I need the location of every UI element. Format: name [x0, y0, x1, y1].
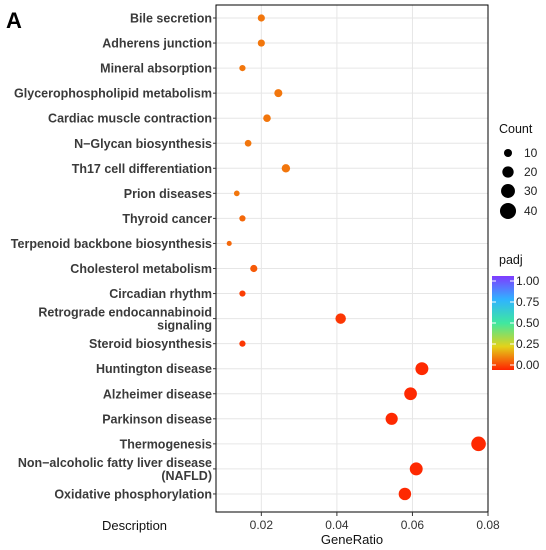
category-label-14: Huntington disease [96, 362, 212, 376]
padj-legend-label-4: 0.00 [516, 358, 540, 372]
category-label-17-line-0: Thermogenesis [120, 437, 212, 451]
category-label-19-line-0: Oxidative phosphorylation [54, 487, 212, 501]
category-label-16: Parkinson disease [102, 412, 212, 426]
point-9 [226, 240, 232, 246]
point-13 [239, 340, 246, 347]
y-axis-title: Description [102, 518, 167, 533]
category-label-19: Oxidative phosphorylation [54, 487, 212, 501]
count-legend-title: Count [499, 122, 533, 136]
point-3 [274, 89, 283, 98]
point-17 [471, 436, 486, 452]
point-19 [398, 487, 412, 501]
padj-legend-title: padj [499, 253, 523, 267]
category-label-18-line-0: Non−alcoholic fatty liver disease [18, 456, 212, 470]
category-label-2-line-0: Mineral absorption [100, 62, 212, 76]
category-label-11-line-0: Circadian rhythm [109, 287, 212, 301]
category-label-17: Thermogenesis [120, 437, 212, 451]
point-12 [335, 313, 346, 324]
category-label-15: Alzheimer disease [103, 387, 212, 401]
point-4 [263, 114, 271, 123]
point-16 [385, 412, 398, 425]
point-11 [239, 290, 246, 297]
point-2 [239, 64, 246, 72]
category-label-5: N−Glycan biosynthesis [74, 137, 212, 151]
category-label-14-line-0: Huntington disease [96, 362, 212, 376]
category-label-6: Th17 cell differentiation [72, 162, 212, 176]
point-14 [415, 362, 429, 376]
category-label-18-line-1: (NAFLD) [161, 469, 212, 483]
plot-panel-border [215, 4, 489, 513]
padj-legend-label-0: 1.00 [516, 274, 540, 288]
category-label-9-line-0: Terpenoid backbone biosynthesis [11, 237, 212, 251]
point-6 [281, 164, 291, 173]
point-1 [257, 39, 265, 47]
count-legend-dot-3 [499, 202, 517, 220]
point-15 [404, 387, 417, 401]
count-legend-label-2: 30 [524, 184, 538, 198]
category-label-8-line-0: Thyroid cancer [122, 212, 212, 226]
x-tick-label-0: 0.02 [250, 518, 274, 532]
padj-colorbar [492, 276, 514, 370]
count-legend-label-0: 10 [524, 146, 538, 160]
category-label-13: Steroid biosynthesis [89, 337, 212, 351]
category-label-3: Glycerophospholipid metabolism [14, 87, 212, 101]
x-tick-label-1: 0.04 [325, 518, 349, 532]
count-legend-dot-0 [503, 148, 513, 158]
x-axis-ticks: 0.02 0.04 0.06 0.08 [250, 512, 500, 532]
category-label-16-line-0: Parkinson disease [102, 412, 212, 426]
count-legend-label-1: 20 [524, 165, 538, 179]
count-legend-dot-2 [501, 184, 515, 198]
category-label-4-line-0: Cardiac muscle contraction [48, 112, 212, 126]
data-points [226, 14, 486, 501]
x-axis-title: GeneRatio [321, 532, 383, 547]
point-10 [250, 264, 258, 273]
point-5 [244, 139, 252, 147]
category-label-15-line-0: Alzheimer disease [103, 387, 212, 401]
category-label-7-line-0: Prion diseases [124, 187, 212, 201]
category-label-6-line-0: Th17 cell differentiation [72, 162, 212, 176]
category-label-2: Mineral absorption [100, 62, 212, 76]
point-0 [257, 14, 265, 22]
padj-legend-label-1: 0.75 [516, 295, 540, 309]
category-label-12-line-1: signaling [157, 319, 212, 333]
padj-legend-label-2: 0.50 [516, 316, 540, 330]
category-labels: Bile secretion Adherens junction Mineral a… [11, 12, 216, 501]
category-label-9: Terpenoid backbone biosynthesis [11, 237, 212, 251]
category-label-12: Retrograde endocannabinoid signaling [38, 306, 212, 333]
category-label-10: Cholesterol metabolism [70, 262, 212, 276]
category-label-4: Cardiac muscle contraction [48, 112, 212, 126]
count-legend: 10 20 30 40 [499, 146, 538, 220]
category-label-1-line-0: Adherens junction [102, 37, 212, 51]
point-8 [239, 215, 246, 222]
category-label-5-line-0: N−Glycan biosynthesis [74, 137, 212, 151]
category-label-8: Thyroid cancer [122, 212, 212, 226]
category-label-7: Prion diseases [124, 187, 212, 201]
x-tick-label-3: 0.08 [476, 518, 500, 532]
category-label-1: Adherens junction [102, 37, 212, 51]
category-label-10-line-0: Cholesterol metabolism [70, 262, 212, 276]
category-label-0-line-0: Bile secretion [130, 12, 212, 26]
category-label-3-line-0: Glycerophospholipid metabolism [14, 87, 212, 101]
count-legend-dot-1 [502, 166, 514, 178]
category-label-0: Bile secretion [130, 12, 212, 26]
category-label-18: Non−alcoholic fatty liver disease (NAFLD) [18, 456, 212, 483]
point-7 [233, 190, 240, 197]
x-tick-label-2: 0.06 [401, 518, 425, 532]
padj-legend-labels: 1.00 0.75 0.50 0.25 0.00 [492, 274, 540, 372]
point-18 [409, 462, 423, 476]
padj-legend-label-3: 0.25 [516, 337, 540, 351]
grid-lines [216, 5, 489, 512]
count-legend-label-3: 40 [524, 204, 538, 218]
panel-label: A [6, 8, 22, 33]
category-label-12-line-0: Retrograde endocannabinoid [38, 306, 212, 320]
category-label-13-line-0: Steroid biosynthesis [89, 337, 212, 351]
category-label-11: Circadian rhythm [109, 287, 212, 301]
